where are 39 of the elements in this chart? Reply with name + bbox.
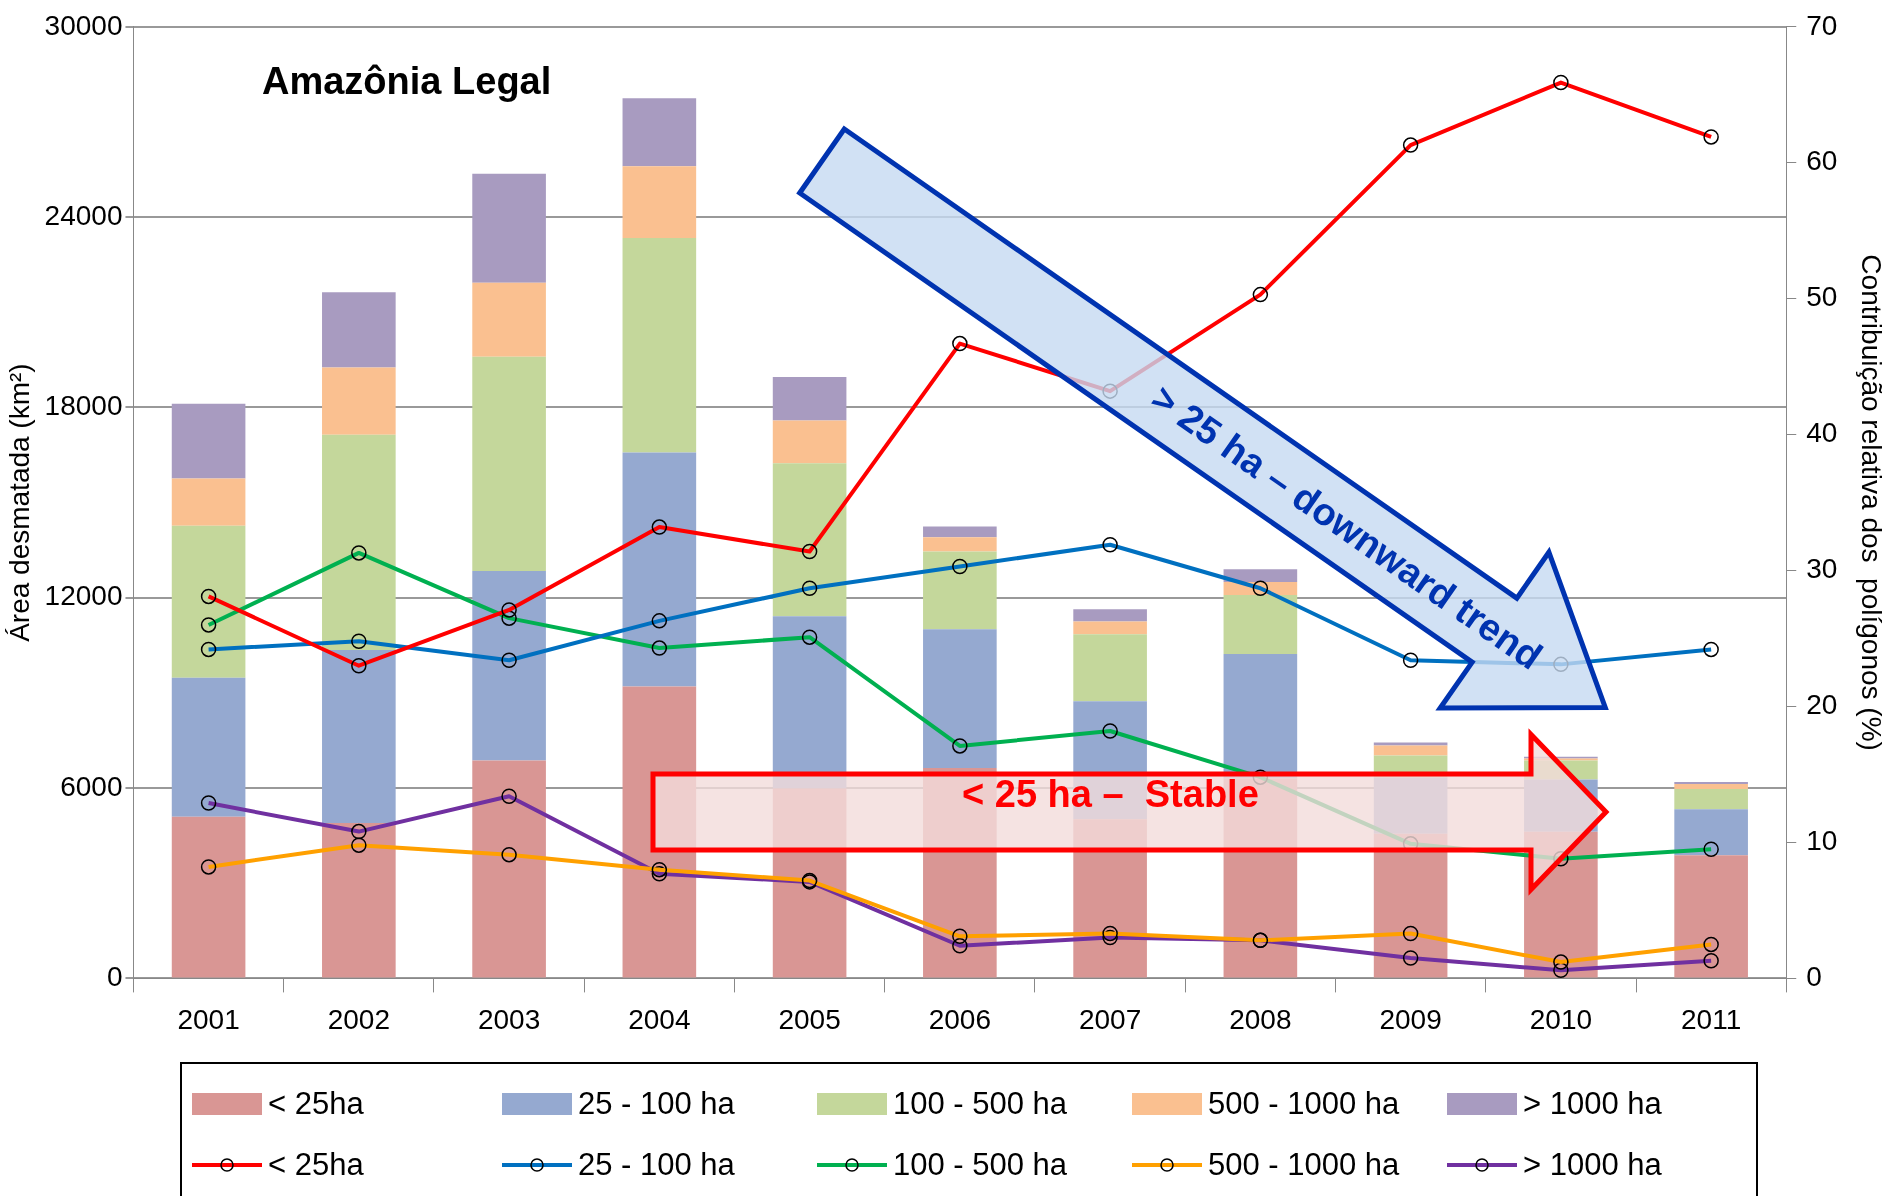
legend-label: < 25ha xyxy=(268,1086,364,1122)
y2-tick-label: 30 xyxy=(1806,553,1838,585)
y2-tick-label: 40 xyxy=(1806,417,1838,449)
y2-tick-label: 50 xyxy=(1806,281,1838,313)
legend-label: 25 - 100 ha xyxy=(578,1147,735,1183)
y2-tick-label: 20 xyxy=(1806,689,1838,721)
legend-label: > 1000 ha xyxy=(1523,1086,1662,1122)
legend-label: > 1000 ha xyxy=(1523,1147,1662,1183)
y-tick-label: 30000 xyxy=(44,9,123,41)
x-tick-label: 2011 xyxy=(1681,1003,1742,1035)
x-tick-label: 2006 xyxy=(928,1003,992,1035)
y2-tick-label: 0 xyxy=(1806,961,1822,993)
legend-label: 500 - 1000 ha xyxy=(1208,1147,1400,1183)
legend-label: 25 - 100 ha xyxy=(578,1086,735,1122)
x-tick-label: 2003 xyxy=(477,1003,541,1035)
x-tick-label: 2010 xyxy=(1529,1003,1593,1035)
legend-label: < 25ha xyxy=(268,1147,364,1183)
y-tick-label: 18000 xyxy=(44,390,123,422)
annotation: < 25 ha – Stable xyxy=(962,773,1259,815)
legend-label: 100 - 500 ha xyxy=(893,1086,1068,1122)
x-tick-label: 2002 xyxy=(327,1003,390,1035)
y-tick-label: 0 xyxy=(106,961,123,993)
legend-label: 500 - 1000 ha xyxy=(1208,1086,1400,1122)
y2-tick-label: 10 xyxy=(1806,825,1838,857)
y-tick-label: 12000 xyxy=(44,580,123,612)
x-tick-label: 2007 xyxy=(1078,1003,1142,1035)
y2-axis-title: Contribuição relativa dos polígonos (%) xyxy=(1856,254,1888,751)
x-tick-label: 2004 xyxy=(628,1003,691,1035)
x-tick-label: 2009 xyxy=(1379,1003,1442,1035)
x-tick-label: 2008 xyxy=(1229,1003,1292,1035)
x-tick-label: 2001 xyxy=(177,1003,240,1035)
y2-tick-label: 60 xyxy=(1806,145,1838,177)
legend-label: 100 - 500 ha xyxy=(893,1147,1068,1183)
y-tick-label: 6000 xyxy=(60,770,123,802)
text: Amazônia Legal xyxy=(262,60,552,103)
y-tick-label: 24000 xyxy=(44,199,123,231)
y-axis-title: Área desmatada (km²) xyxy=(3,363,35,642)
x-tick-label: 2005 xyxy=(778,1003,841,1035)
y2-tick-label: 70 xyxy=(1806,9,1838,41)
